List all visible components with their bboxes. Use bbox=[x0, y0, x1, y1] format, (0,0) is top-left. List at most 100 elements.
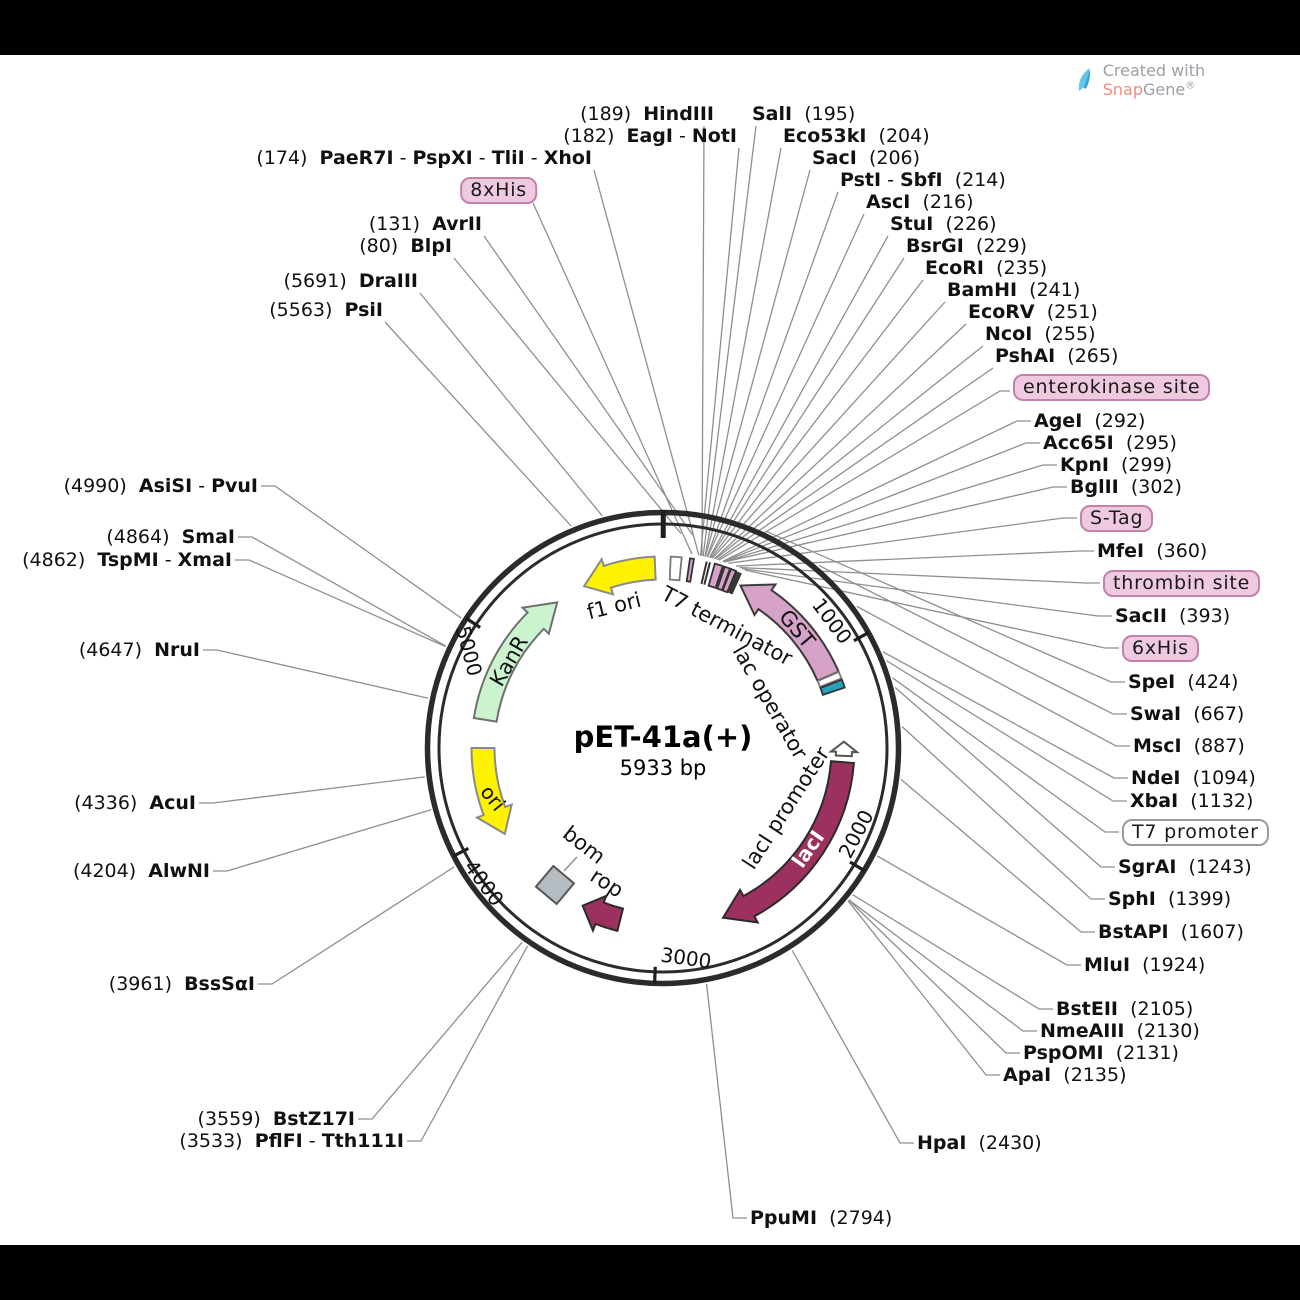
callout-line-eagi-noti bbox=[699, 147, 740, 556]
callout-ndei: NdeI (1094) bbox=[1131, 767, 1256, 789]
callout-sacii: SacII (393) bbox=[1115, 605, 1231, 627]
callout-line-his6 bbox=[745, 569, 1119, 649]
feature-thin-line bbox=[703, 562, 711, 585]
callout-swai: SwaI (667) bbox=[1130, 703, 1245, 725]
callout-bamhi: BamHI (241) bbox=[947, 279, 1081, 301]
callout-tspmi-xmai: (4862) TspMI - XmaI bbox=[22, 549, 232, 571]
callout-ecori: EcoRI (235) bbox=[925, 257, 1048, 279]
callout-nmeaiii: NmeAIII (2130) bbox=[1040, 1020, 1200, 1042]
callout-line-bsteii bbox=[852, 894, 1053, 1010]
callout-kpni: KpnI (299) bbox=[1060, 454, 1173, 476]
callout-his8: 8xHis bbox=[460, 177, 537, 204]
callout-acc65i: Acc65I (295) bbox=[1043, 432, 1177, 454]
callout-ppumi: PpuMI (2794) bbox=[750, 1207, 893, 1229]
callout-line-stui bbox=[708, 235, 889, 558]
callout-line-asci bbox=[706, 213, 865, 558]
callout-line-avrii bbox=[483, 235, 694, 536]
callout-thrombin: thrombin site bbox=[1103, 570, 1261, 597]
callout-line-bsssai bbox=[258, 866, 455, 985]
callout-line-bstz17i bbox=[358, 941, 523, 1120]
callout-ecorv: EcoRV (251) bbox=[968, 301, 1098, 323]
callout-line-ecori bbox=[710, 279, 924, 559]
callout-line-apai bbox=[847, 900, 1000, 1076]
callout-smai: (4864) SmaI bbox=[106, 526, 235, 548]
callout-line-enterokinase bbox=[718, 390, 1010, 561]
callout-line-hindiii bbox=[701, 125, 705, 556]
callout-line-t7-promoter bbox=[892, 677, 1119, 833]
callout-eagi-noti: (182) EagI - NotI bbox=[563, 125, 737, 147]
feature-gst bbox=[738, 583, 840, 683]
snapgene-feather-icon bbox=[1078, 68, 1091, 91]
feature-f1-ori bbox=[582, 555, 657, 596]
callout-line-acc65i bbox=[723, 442, 1040, 563]
tag-pill-enterokinase: enterokinase site bbox=[1013, 374, 1211, 401]
tag-pill-s-tag: S-Tag bbox=[1080, 505, 1154, 532]
callout-line-pflfi bbox=[407, 945, 529, 1142]
callout-bsrgi: BsrGI (229) bbox=[906, 235, 1028, 257]
callout-hpai: HpaI (2430) bbox=[917, 1132, 1042, 1154]
tag-pill-thrombin: thrombin site bbox=[1103, 570, 1261, 597]
callout-line-blpi bbox=[453, 257, 682, 535]
feature-t7-terminator-box bbox=[668, 555, 683, 582]
callout-line-mlui bbox=[877, 855, 1081, 966]
callout-bglii: BglII (302) bbox=[1070, 476, 1182, 498]
callout-alwni: (4204) AlwNI bbox=[72, 860, 210, 882]
callout-mfei: MfeI (360) bbox=[1097, 540, 1208, 562]
callout-line-mfei bbox=[735, 550, 1094, 567]
callout-line-sphi bbox=[901, 726, 1105, 900]
callout-line-ndei bbox=[882, 651, 1128, 779]
tag-pill-his6: 6xHis bbox=[1122, 635, 1199, 662]
callout-line-psti-sbfi bbox=[706, 191, 839, 558]
callout-line-spei bbox=[766, 531, 1125, 683]
callout-draiii: (5691) DraIII bbox=[283, 270, 418, 292]
callout-psii: (5563) PsiI bbox=[269, 299, 383, 321]
callout-line-ecorv bbox=[714, 323, 967, 560]
callout-line-ppumi bbox=[705, 983, 747, 1219]
callout-pspomi: PspOMI (2131) bbox=[1023, 1042, 1179, 1064]
callout-acui: (4336) AcuI bbox=[74, 792, 196, 814]
callout-line-nrui bbox=[203, 649, 429, 699]
callout-line-bsrgi bbox=[709, 257, 905, 559]
callout-apai: ApaI (2135) bbox=[1003, 1064, 1127, 1086]
feature-thin-line bbox=[729, 571, 740, 594]
registered-mark: ® bbox=[1185, 80, 1196, 92]
callout-line-bstapi bbox=[900, 778, 1095, 933]
callout-line-alwni bbox=[213, 809, 432, 872]
callout-mlui: MluI (1924) bbox=[1084, 954, 1206, 976]
callout-enterokinase: enterokinase site bbox=[1013, 374, 1211, 401]
plasmid-name: pET-41a(+) bbox=[573, 720, 753, 754]
callout-line-psii bbox=[384, 321, 572, 527]
bom-connector-line bbox=[563, 856, 578, 872]
callout-xbai: XbaI (1132) bbox=[1130, 790, 1254, 812]
brand-snap: Snap bbox=[1102, 80, 1144, 99]
callout-psti-sbfi: PstI - SbfI (214) bbox=[840, 169, 1006, 191]
callout-line-smai bbox=[238, 536, 447, 647]
tick-4000 bbox=[452, 846, 470, 858]
callout-ncoi: NcoI (255) bbox=[985, 323, 1096, 345]
callout-his6: 6xHis bbox=[1122, 635, 1199, 662]
callout-line-ncoi bbox=[714, 345, 984, 560]
callout-line-asisi-pvui bbox=[261, 485, 462, 619]
callout-bstapi: BstAPI (1607) bbox=[1098, 921, 1244, 943]
callout-line-sali bbox=[702, 125, 757, 557]
callout-line-agei bbox=[722, 420, 1031, 562]
tick-3000 bbox=[653, 966, 657, 984]
bottom-black-bar bbox=[0, 1245, 1300, 1300]
callout-line-xbai bbox=[886, 660, 1127, 802]
brand-gene: Gene bbox=[1143, 80, 1186, 99]
callout-line-sgrai bbox=[894, 687, 1115, 868]
callout-asisi-pvui: (4990) AsiSI - PvuI bbox=[63, 475, 258, 497]
callout-bstz17i: (3559) BstZ17I bbox=[197, 1108, 355, 1130]
callout-bsssai: (3961) BssSαI bbox=[108, 973, 255, 995]
feature-thin-line bbox=[727, 571, 739, 594]
tick-2000 bbox=[849, 860, 866, 873]
feature-t7-promoter-box bbox=[816, 670, 843, 688]
feature-enterokinase-box bbox=[707, 562, 724, 590]
callout-line-hpai bbox=[791, 949, 914, 1144]
plasmid-size: 5933 bp bbox=[619, 756, 707, 780]
callout-sgrai: SgrAI (1243) bbox=[1118, 856, 1252, 878]
callout-pshai: PshAI (265) bbox=[995, 345, 1119, 367]
feature-rop bbox=[581, 894, 625, 934]
